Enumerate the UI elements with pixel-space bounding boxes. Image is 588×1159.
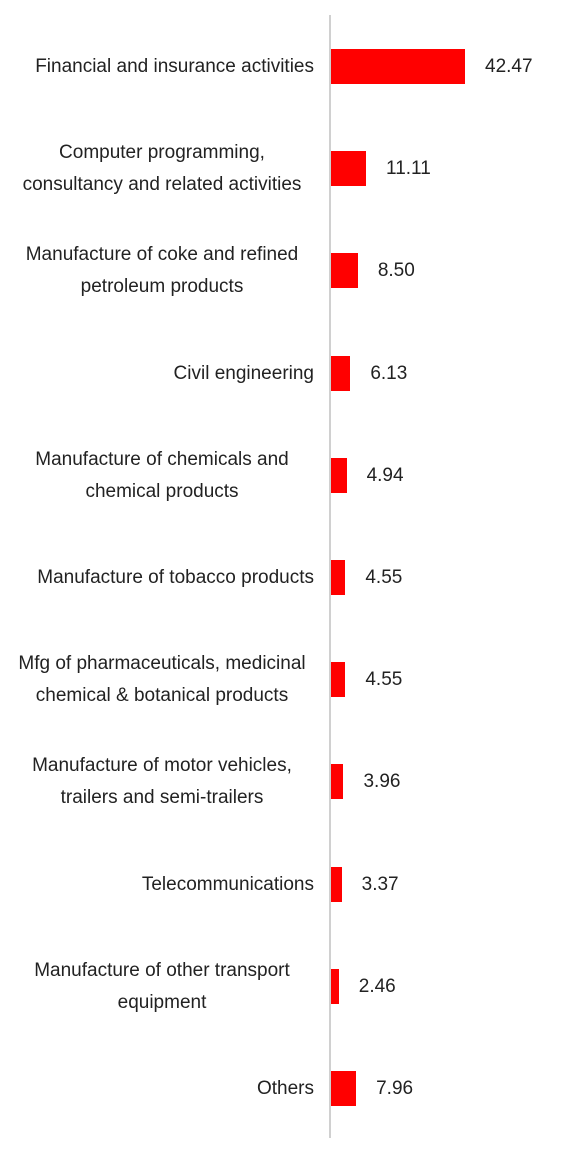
value-label: 11.11 bbox=[386, 158, 431, 180]
bar bbox=[331, 49, 465, 84]
bar bbox=[331, 355, 351, 391]
category-label: Others bbox=[256, 1078, 314, 1099]
category-label: Mfg of pharmaceuticals, medicinal chemic… bbox=[18, 653, 306, 707]
bar bbox=[331, 662, 346, 698]
bar bbox=[331, 151, 367, 187]
bar-row: Manufacture of chemicals and chemical pr… bbox=[0, 425, 588, 527]
value-label: 4.94 bbox=[366, 464, 404, 486]
bar bbox=[331, 866, 342, 902]
value-label: 8.50 bbox=[377, 260, 415, 282]
label-box: Civil engineering bbox=[10, 323, 314, 425]
bar bbox=[331, 560, 346, 595]
bar-row: Computer programming, consultancy and re… bbox=[0, 118, 588, 220]
category-label: Civil engineering bbox=[173, 362, 314, 384]
category-label: Telecommunications bbox=[141, 873, 314, 895]
label-box: Manufacture of chemicals and chemical pr… bbox=[10, 425, 314, 527]
value-label: 3.96 bbox=[363, 771, 401, 793]
label-box: Telecommunications bbox=[10, 834, 314, 936]
label-box: Computer programming, consultancy and re… bbox=[10, 118, 314, 220]
value-label: 3.37 bbox=[361, 873, 399, 895]
category-label: Financial and insurance activities bbox=[35, 56, 314, 77]
value-label: 2.46 bbox=[358, 975, 396, 997]
label-box: Others bbox=[10, 1038, 314, 1140]
label-box: Manufacture of tobacco products bbox=[10, 527, 314, 629]
bar bbox=[331, 1071, 357, 1106]
value-label: 6.13 bbox=[370, 362, 408, 384]
bar-row: Manufacture of other transport equipment… bbox=[0, 936, 588, 1038]
bar-row: Mfg of pharmaceuticals, medicinal chemic… bbox=[0, 629, 588, 731]
category-label: Manufacture of other transport equipment bbox=[34, 959, 290, 1013]
value-label: 4.55 bbox=[365, 567, 403, 588]
category-label: Manufacture of motor vehicles, trailers … bbox=[32, 755, 292, 809]
bar-row: Financial and insurance activities 42.47 bbox=[0, 16, 588, 118]
value-label: 42.47 bbox=[485, 56, 533, 77]
bar-row: Civil engineering 6.13 bbox=[0, 323, 588, 425]
category-label: Computer programming, consultancy and re… bbox=[22, 142, 302, 196]
label-box: Mfg of pharmaceuticals, medicinal chemic… bbox=[10, 629, 314, 731]
bar bbox=[331, 253, 358, 289]
value-label: 7.96 bbox=[376, 1078, 414, 1099]
label-box: Manufacture of motor vehicles, trailers … bbox=[10, 731, 314, 833]
bar-row: Others 7.96 bbox=[0, 1038, 588, 1140]
label-box: Manufacture of other transport equipment bbox=[10, 936, 314, 1038]
axis-line bbox=[329, 15, 331, 1138]
label-box: Manufacture of coke and refined petroleu… bbox=[10, 220, 314, 322]
category-label: Manufacture of coke and refined petroleu… bbox=[25, 244, 299, 298]
bar bbox=[331, 968, 339, 1004]
category-label: Manufacture of chemicals and chemical pr… bbox=[35, 448, 289, 502]
bar bbox=[331, 457, 347, 493]
bar bbox=[331, 764, 344, 800]
bar-row: Manufacture of coke and refined petroleu… bbox=[0, 220, 588, 322]
value-label: 4.55 bbox=[365, 669, 403, 691]
bar-row: Manufacture of motor vehicles, trailers … bbox=[0, 731, 588, 833]
bar-row: Telecommunications 3.37 bbox=[0, 834, 588, 936]
bar-row: Manufacture of tobacco products 4.55 bbox=[0, 527, 588, 629]
category-label: Manufacture of tobacco products bbox=[37, 567, 314, 588]
label-box: Financial and insurance activities bbox=[10, 16, 314, 118]
